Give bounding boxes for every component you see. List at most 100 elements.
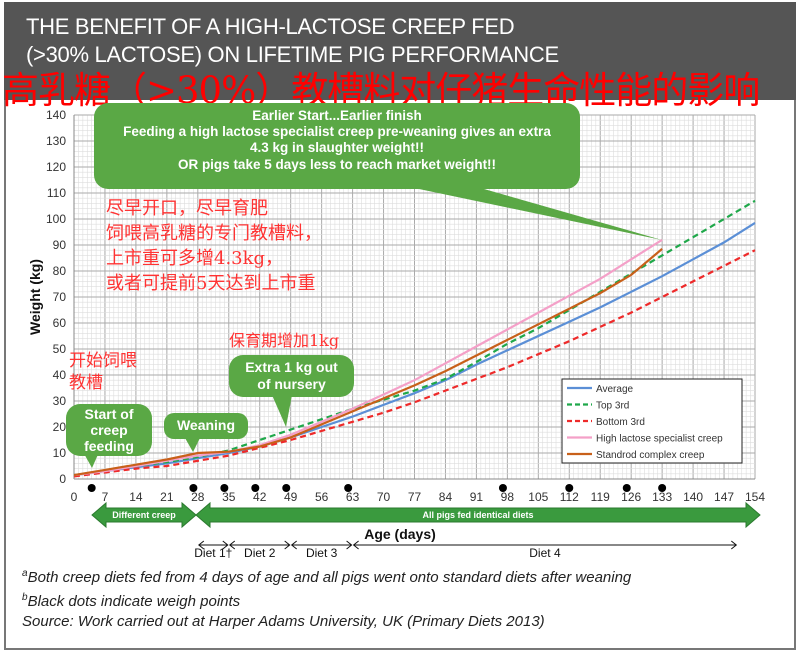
source-note: Source: Work carried out at Harper Adams… xyxy=(22,613,545,630)
x-tick-label: 119 xyxy=(591,490,610,504)
footnote-mark: b xyxy=(22,592,28,603)
callout-nursery: Extra 1 kg out of nursery xyxy=(229,355,354,397)
x-tick-label: 42 xyxy=(253,490,267,504)
x-tick-label: 49 xyxy=(284,490,298,504)
y-tick-label: 80 xyxy=(53,264,67,278)
callout-start-creep: Start of creep feeding xyxy=(66,404,152,456)
y-tick-label: 70 xyxy=(53,290,67,304)
cn-note-line: 上市重可多增4.3kg， xyxy=(106,248,284,269)
weigh-point-dot xyxy=(622,484,631,492)
weigh-point-dot xyxy=(282,484,291,492)
weigh-point-dot xyxy=(251,484,260,492)
diet-arrowhead xyxy=(222,540,229,550)
x-tick-label: 77 xyxy=(408,490,422,504)
x-tick-label: 56 xyxy=(315,490,329,504)
x-tick-label: 154 xyxy=(745,490,765,504)
series-line-bottom-3rd xyxy=(73,249,756,478)
x-tick-label: 98 xyxy=(501,490,515,504)
diet-arrowhead xyxy=(352,540,359,550)
x-tick-label: 7 xyxy=(102,490,109,504)
cn-note-line: 或者可提前5天达到上市重 xyxy=(106,273,316,294)
x-tick-label: 14 xyxy=(129,490,143,504)
phase-arrow-identical-diets-label: All pigs fed identical diets xyxy=(422,510,533,520)
weigh-point-dot xyxy=(189,484,198,492)
weigh-point-dot xyxy=(498,484,507,492)
x-tick-label: 0 xyxy=(71,490,78,504)
weigh-point-dot xyxy=(565,484,574,492)
cn-note-start: 开始饲喂 教槽 xyxy=(69,350,137,394)
diet-arrowhead xyxy=(198,540,205,550)
weigh-point-dot xyxy=(87,484,96,492)
x-tick-label: 84 xyxy=(439,490,453,504)
x-tick-label: 28 xyxy=(191,490,205,504)
x-tick-label: 126 xyxy=(621,490,641,504)
diet-label: Diet 1† xyxy=(194,546,232,560)
diet-label: Diet 3 xyxy=(306,546,338,560)
callout-main: Earlier Start...Earlier finish Feeding a… xyxy=(94,103,580,189)
y-tick-label: 100 xyxy=(46,212,66,226)
footnote-mark: a xyxy=(22,568,28,579)
diet-arrowhead xyxy=(290,540,297,550)
cn-note-line: 教槽 xyxy=(69,373,103,393)
legend: Average Top 3rd Bottom 3rd High lactose spe… xyxy=(561,378,743,464)
footnote-text: Black dots indicate weigh points xyxy=(27,593,241,610)
y-tick-label: 60 xyxy=(53,316,67,330)
footnote-text: Both creep diets fed from 4 days of age … xyxy=(27,569,632,586)
callout-main-line: 4.3 kg in slaughter weight!! xyxy=(249,140,425,156)
callout-weaning: Weaning xyxy=(164,413,248,439)
weigh-point-dot xyxy=(344,484,353,492)
source-text: Source: Work carried out at Harper Adams… xyxy=(22,613,545,630)
diet-label: Diet 2 xyxy=(244,546,276,560)
header-bar: THE BENEFIT OF A HIGH-LACTOSE CREEP FED … xyxy=(4,2,796,102)
diet-arrowhead xyxy=(228,540,236,550)
cn-note-main: 尽早开口，尽早育肥 饲喂高乳糖的专门教槽料， 上市重可多增4.3kg， 或者可提… xyxy=(106,196,322,296)
legend-label: Standrod complex creep xyxy=(596,450,705,461)
diet-arrowhead xyxy=(346,540,353,550)
title-line-1: THE BENEFIT OF A HIGH-LACTOSE CREEP FED xyxy=(26,14,515,39)
diet-label: Diet 4 xyxy=(529,546,561,560)
y-tick-label: 10 xyxy=(53,446,67,460)
cn-note-line: 尽早开口，尽早育肥 xyxy=(106,198,268,219)
x-tick-label: 112 xyxy=(560,490,579,504)
y-tick-label: 130 xyxy=(46,134,66,148)
y-tick-label: 30 xyxy=(53,394,67,408)
phase-arrow-different-creep-label: Different creep xyxy=(112,510,176,520)
callout-nursery-tail xyxy=(272,395,292,427)
x-tick-label: 140 xyxy=(683,490,703,504)
footnote-a: aBoth creep diets fed from 4 days of age… xyxy=(22,568,631,586)
y-tick-label: 90 xyxy=(53,238,67,252)
weigh-point-dot xyxy=(658,484,667,492)
diet-arrowhead xyxy=(284,540,291,550)
series-line-high-lactose-specialist-creep xyxy=(73,238,663,477)
x-axis-label: Age (days) xyxy=(364,526,436,542)
y-tick-label: 0 xyxy=(59,472,66,486)
callout-main-tail xyxy=(400,185,662,240)
x-tick-label: 147 xyxy=(714,490,734,504)
legend-label: High lactose specialist creep xyxy=(596,434,723,445)
legend-label: Average xyxy=(596,384,634,395)
diet-arrowhead xyxy=(730,540,738,550)
title-line-2: (>30% LACTOSE) ON LIFETIME PIG PERFORMAN… xyxy=(26,42,559,67)
series-line-average xyxy=(73,221,756,477)
legend-label: Bottom 3rd xyxy=(596,417,645,428)
weigh-point-dot xyxy=(220,484,229,492)
x-tick-label: 21 xyxy=(160,490,174,504)
x-tick-label: 91 xyxy=(470,490,484,504)
cn-note-line: 饲喂高乳糖的专门教槽料， xyxy=(106,223,322,244)
y-tick-label: 20 xyxy=(53,420,67,434)
series-line-standrod-complex-creep xyxy=(73,248,663,477)
x-tick-label: 105 xyxy=(528,490,548,504)
x-tick-label: 133 xyxy=(652,490,672,504)
x-tick-label: 35 xyxy=(222,490,236,504)
y-tick-label: 110 xyxy=(47,186,66,200)
callout-main-line: Feeding a high lactose specialist creep … xyxy=(123,124,551,140)
y-axis-label: Weight (kg) xyxy=(27,259,43,335)
callout-main-line: OR pigs take 5 days less to reach market… xyxy=(177,156,497,172)
phase-arrow-identical-diets: All pigs fed identical diets xyxy=(195,501,761,529)
phase-arrow-identical-diets-shape xyxy=(195,501,761,529)
cn-note-line: 开始饲喂 xyxy=(69,351,137,371)
footnote-b: bBlack dots indicate weigh points xyxy=(22,592,240,610)
y-tick-label: 40 xyxy=(53,368,67,382)
callout-main-line: Earlier Start...Earlier finish xyxy=(252,108,422,123)
